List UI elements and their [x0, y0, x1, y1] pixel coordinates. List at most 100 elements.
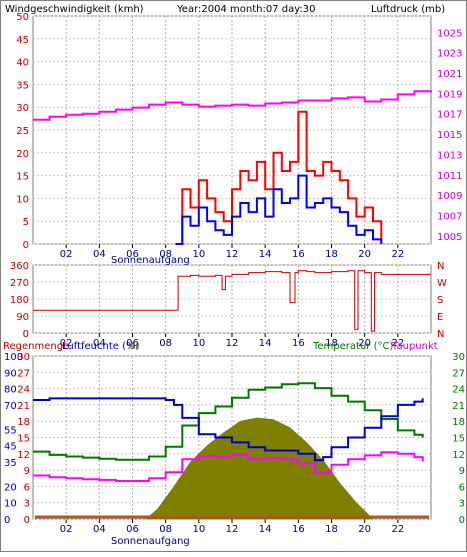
humidity-ytick-label-70: 70 — [4, 401, 17, 412]
humidity-line — [33, 397, 424, 462]
dir-xtick-label-06: 06 — [126, 338, 139, 349]
dir-ytick-compass-4: N — [437, 261, 444, 272]
temp-ytick-label-27: 27 — [452, 368, 465, 379]
dir-xtick-label-12: 12 — [226, 338, 239, 349]
hum-xtick-label-08: 08 — [159, 524, 172, 535]
wind-ytick-label-20: 20 — [16, 149, 29, 160]
dir-xtick-label-18: 18 — [325, 338, 338, 349]
hum-xtick-label-18: 18 — [325, 524, 338, 535]
wind-ytick-label-15: 15 — [16, 172, 29, 183]
pressure-ytick-label-1021: 1021 — [437, 69, 462, 80]
dir-xtick-label-22: 22 — [391, 338, 404, 349]
hum-xtick-label-10: 10 — [192, 524, 205, 535]
grid-layer — [33, 15, 431, 523]
humidity-ytick-label-20: 20 — [4, 482, 17, 493]
wind-xtick-label-02: 02 — [60, 249, 73, 260]
dir-xtick-label-16: 16 — [292, 338, 305, 349]
temp-ytick-label-24: 24 — [452, 385, 465, 396]
hum-xtick-label-22: 22 — [391, 524, 404, 535]
dir-ytick-compass-1: E — [437, 312, 443, 323]
hum-xtick-label-12: 12 — [226, 524, 239, 535]
wind-xtick-label-10: 10 — [192, 249, 205, 260]
wind-xtick-label-14: 14 — [259, 249, 272, 260]
humidity-ytick-label-90: 90 — [4, 368, 17, 379]
dir-ytick-label-180: 180 — [10, 295, 29, 306]
humidity-ytick-label-100: 100 — [4, 352, 23, 363]
legend-temperature: Temperatur (°C) — [312, 341, 393, 352]
series-layer — [33, 90, 432, 519]
hum-xtick-label-04: 04 — [93, 524, 106, 535]
rain-ytick-label-27: 27 — [17, 368, 30, 379]
hum-xtick-label-06: 06 — [126, 524, 139, 535]
wind-ytick-label-35: 35 — [16, 80, 29, 91]
rain-ytick-label-6: 6 — [24, 482, 30, 493]
humidity-ytick-label-55: 55 — [4, 425, 17, 436]
dir-xtick-label-10: 10 — [192, 338, 205, 349]
temperature-line — [33, 382, 424, 461]
rain-ytick-label-9: 9 — [24, 466, 30, 477]
rain-ytick-label-15: 15 — [17, 434, 30, 445]
rain-ytick-label-12: 12 — [17, 450, 30, 461]
wind-xtick-label-22: 22 — [391, 249, 404, 260]
rain-ytick-label-30: 30 — [17, 352, 30, 363]
wind-xtick-label-06: 06 — [126, 249, 139, 260]
sunrise-label-top: Sonnenaufgang — [111, 255, 190, 266]
wind-ytick-label-45: 45 — [16, 35, 29, 46]
temp-ytick-label-12: 12 — [452, 450, 465, 461]
humidity-ytick-label-0: 0 — [4, 515, 10, 526]
rain-ytick-label-18: 18 — [17, 417, 30, 428]
pressure-ytick-label-1023: 1023 — [437, 49, 462, 60]
wind-ytick-label-0: 0 — [23, 240, 29, 251]
hum-xtick-label-02: 02 — [60, 524, 73, 535]
dewpoint-line — [33, 451, 424, 482]
dir-xtick-label-20: 20 — [358, 338, 371, 349]
legend-radiation: ar — [129, 341, 140, 352]
dir-ytick-compass-0: N — [437, 329, 444, 340]
pressure-ytick-label-1025: 1025 — [437, 28, 462, 39]
legend-humidity: Luftfeuchte (%) — [62, 341, 140, 352]
wind-ytick-label-30: 30 — [16, 103, 29, 114]
pressure-ytick-label-1009: 1009 — [437, 191, 462, 202]
pressure-ytick-label-1013: 1013 — [437, 150, 462, 161]
tick-label-layer: 02 04 06 08 10 12 14 16 18 20 22051015202530354045… — [4, 12, 465, 535]
wind-direction-line — [33, 270, 431, 332]
wind-xtick-label-04: 04 — [93, 249, 106, 260]
wind-xtick-label-08: 08 — [159, 249, 172, 260]
temp-ytick-label-30: 30 — [452, 352, 465, 363]
rain-ytick-label-3: 3 — [24, 499, 30, 510]
dir-ytick-label-0: 0 — [23, 329, 29, 340]
hum-xtick-label-16: 16 — [292, 524, 305, 535]
pressure-ytick-label-1007: 1007 — [437, 212, 462, 223]
pressure-ytick-label-1011: 1011 — [437, 171, 462, 182]
temp-ytick-label-21: 21 — [452, 401, 465, 412]
humidity-ytick-label-35: 35 — [4, 458, 17, 469]
dir-ytick-label-90: 90 — [16, 312, 29, 323]
wind-xtick-label-20: 20 — [358, 249, 371, 260]
sunrise-label-bottom: Sonnenaufgang — [111, 536, 190, 547]
radiation-area — [145, 417, 374, 520]
rain-ytick-label-24: 24 — [17, 385, 30, 396]
dir-xtick-label-08: 08 — [159, 338, 172, 349]
rain-ytick-label-0: 0 — [24, 515, 30, 526]
hum-xtick-label-20: 20 — [358, 524, 371, 535]
wind-xtick-label-12: 12 — [226, 249, 239, 260]
humidity-ytick-label-80: 80 — [4, 385, 17, 396]
temp-ytick-label-0: 0 — [459, 515, 465, 526]
wind-ytick-label-40: 40 — [16, 58, 29, 69]
pressure-ytick-label-1019: 1019 — [437, 89, 462, 100]
pressure-ytick-label-1015: 1015 — [437, 130, 462, 141]
hum-xtick-label-14: 14 — [259, 524, 272, 535]
humidity-ytick-label-10: 10 — [4, 499, 17, 510]
date-label: Year:2004 month:07 day:30 — [176, 4, 315, 15]
dir-ytick-label-270: 270 — [10, 278, 29, 289]
wind-xtick-label-18: 18 — [325, 249, 338, 260]
temp-ytick-label-6: 6 — [459, 482, 465, 493]
legend-dewpoint: Taupunkt — [391, 341, 438, 352]
wind-ytick-label-25: 25 — [16, 126, 29, 137]
temp-ytick-label-18: 18 — [452, 417, 465, 428]
wind-gust-line — [175, 110, 383, 245]
wind-ytick-label-5: 5 — [23, 217, 29, 228]
wind-xtick-label-16: 16 — [292, 249, 305, 260]
dir-xtick-label-04: 04 — [93, 338, 106, 349]
